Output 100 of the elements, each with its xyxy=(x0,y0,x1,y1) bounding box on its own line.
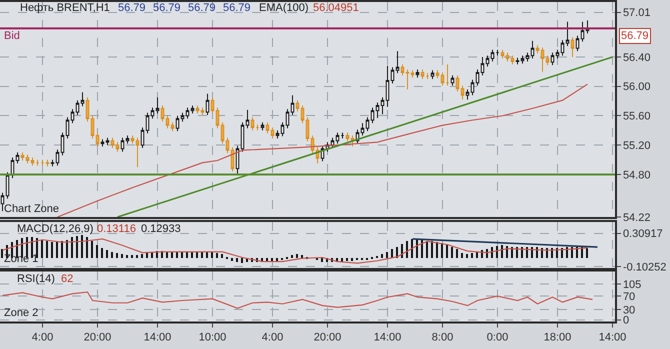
bar xyxy=(541,248,543,258)
bar xyxy=(71,237,73,258)
bar xyxy=(241,258,243,263)
bar xyxy=(296,254,298,258)
candlestick xyxy=(20,152,24,161)
line-series xyxy=(2,238,588,264)
candlestick xyxy=(60,132,64,156)
candlestick xyxy=(510,55,514,65)
annotation: 56.79 xyxy=(223,2,251,14)
bar xyxy=(466,254,468,258)
bar xyxy=(126,255,128,258)
bar xyxy=(426,241,428,258)
bar xyxy=(456,249,458,258)
bar xyxy=(41,240,43,258)
candlestick xyxy=(50,159,54,167)
annotation: 0.13116 xyxy=(97,223,136,235)
y-tick-label: 30 xyxy=(622,304,636,316)
bar xyxy=(146,253,148,258)
candlestick xyxy=(306,116,310,142)
bar xyxy=(186,252,188,258)
bar xyxy=(56,242,58,258)
candlestick xyxy=(360,122,364,136)
candlestick xyxy=(406,69,410,90)
x-tick-label: 14:00 xyxy=(144,331,172,344)
line-series xyxy=(2,291,594,309)
candlestick xyxy=(130,135,134,144)
candlestick xyxy=(176,115,180,132)
annotation: Zone 1 xyxy=(4,253,38,265)
candlestick xyxy=(516,57,520,65)
candlestick xyxy=(440,72,444,86)
bar xyxy=(476,252,478,258)
bar xyxy=(136,255,138,258)
bar xyxy=(86,237,88,258)
ref-line-label: Bid xyxy=(4,30,20,42)
bar xyxy=(231,258,233,261)
candlestick xyxy=(80,92,84,107)
candlestick xyxy=(246,109,250,129)
bar xyxy=(176,252,178,258)
candlestick xyxy=(106,137,110,146)
bar xyxy=(556,248,558,258)
bar xyxy=(61,241,63,258)
candlestick xyxy=(396,50,400,74)
candlestick xyxy=(156,96,160,114)
candlestick xyxy=(16,152,20,164)
candlestick xyxy=(26,154,30,164)
annotation: Zone 2 xyxy=(4,307,38,319)
candlestick xyxy=(456,74,460,92)
candlestick xyxy=(76,100,80,116)
candlestick xyxy=(556,49,560,59)
bar xyxy=(31,237,33,258)
annotation: 62 xyxy=(61,273,74,285)
candlestick xyxy=(296,100,300,112)
x-tick-label: 8:00 xyxy=(432,331,454,344)
candlestick xyxy=(536,44,540,54)
candlestick xyxy=(40,159,44,166)
candlestick xyxy=(210,96,214,114)
bar xyxy=(91,241,93,258)
candlestick xyxy=(280,122,284,137)
candlestick xyxy=(380,96,384,115)
candlestick xyxy=(500,49,504,59)
candlestick xyxy=(70,108,74,124)
x-tick-label: 4:00 xyxy=(262,331,284,344)
y-tick-label: 105 xyxy=(622,279,642,292)
y-tick-label: 54.80 xyxy=(622,169,650,182)
bar xyxy=(181,252,183,258)
bar xyxy=(471,253,473,258)
bar xyxy=(421,240,423,258)
bar xyxy=(406,241,408,258)
candlestick xyxy=(496,49,500,56)
annotation: Chart Zone xyxy=(4,203,60,215)
candlestick xyxy=(446,64,450,86)
candlestick xyxy=(400,64,404,76)
candlestick xyxy=(436,70,440,79)
bar xyxy=(526,247,528,258)
candlestick xyxy=(266,122,270,134)
candlestick xyxy=(480,56,484,76)
y-tick-label: 70 xyxy=(622,290,636,303)
bar xyxy=(386,252,388,258)
bar xyxy=(566,247,568,258)
candlestick xyxy=(160,104,164,122)
bar xyxy=(441,243,443,258)
bar xyxy=(201,252,203,258)
candlestick xyxy=(30,157,34,166)
bar xyxy=(211,252,213,258)
x-tick-label: 20:00 xyxy=(84,331,112,344)
y-tick-label: -0.10252 xyxy=(622,261,666,274)
candlestick xyxy=(466,88,470,100)
candlestick xyxy=(566,21,570,47)
annotation: 56.04951 xyxy=(313,2,359,14)
bar xyxy=(381,254,383,258)
bar xyxy=(346,258,348,261)
candlestick xyxy=(200,107,204,116)
candlestick xyxy=(546,55,550,66)
candlestick xyxy=(470,79,474,96)
candlestick xyxy=(140,126,144,149)
bar xyxy=(221,254,223,258)
candlestick xyxy=(560,40,564,56)
candlestick xyxy=(300,104,304,124)
x-tick-label: 14:00 xyxy=(374,331,402,344)
bar xyxy=(51,242,53,258)
